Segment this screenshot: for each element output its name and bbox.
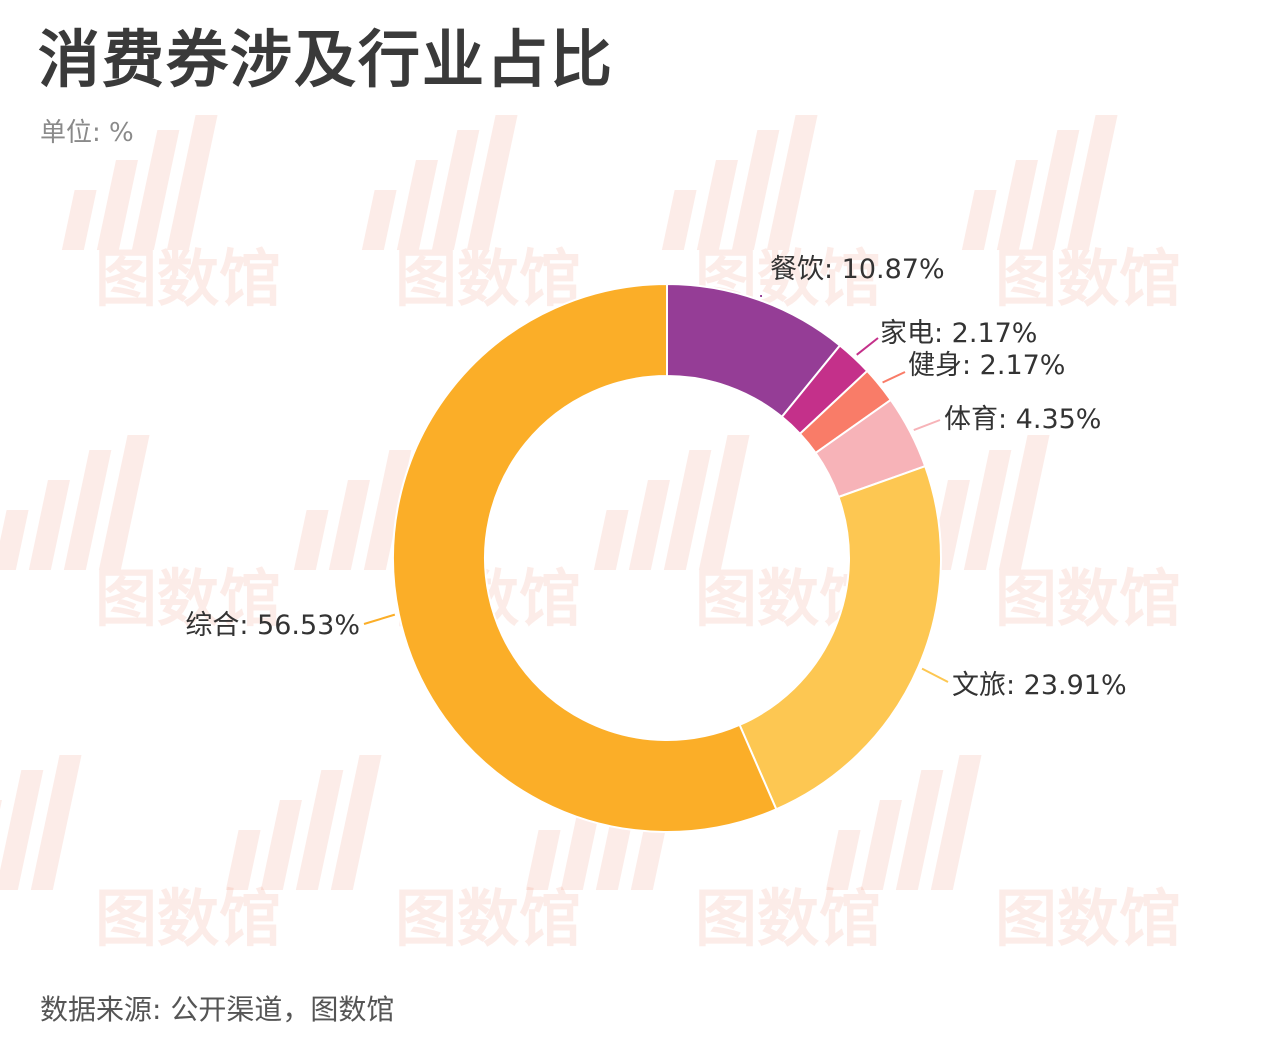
slice-5: [740, 466, 941, 809]
slice-label: 体育: 4.35%: [944, 404, 1101, 435]
leader-line: [922, 669, 948, 682]
leader-line: [883, 372, 905, 382]
slice-label: 餐饮: 10.87%: [770, 254, 945, 285]
leader-line: [857, 338, 878, 355]
slice-label: 家电: 2.17%: [880, 318, 1037, 349]
slice-label: 综合: 56.53%: [185, 610, 360, 641]
slice-label: 文旅: 23.91%: [952, 670, 1127, 701]
leader-line: [914, 420, 940, 430]
slice-label: 健身: 2.17%: [908, 350, 1065, 381]
data-source: 数据来源: 公开渠道，图数馆: [40, 988, 394, 1028]
leader-line: [364, 615, 395, 624]
